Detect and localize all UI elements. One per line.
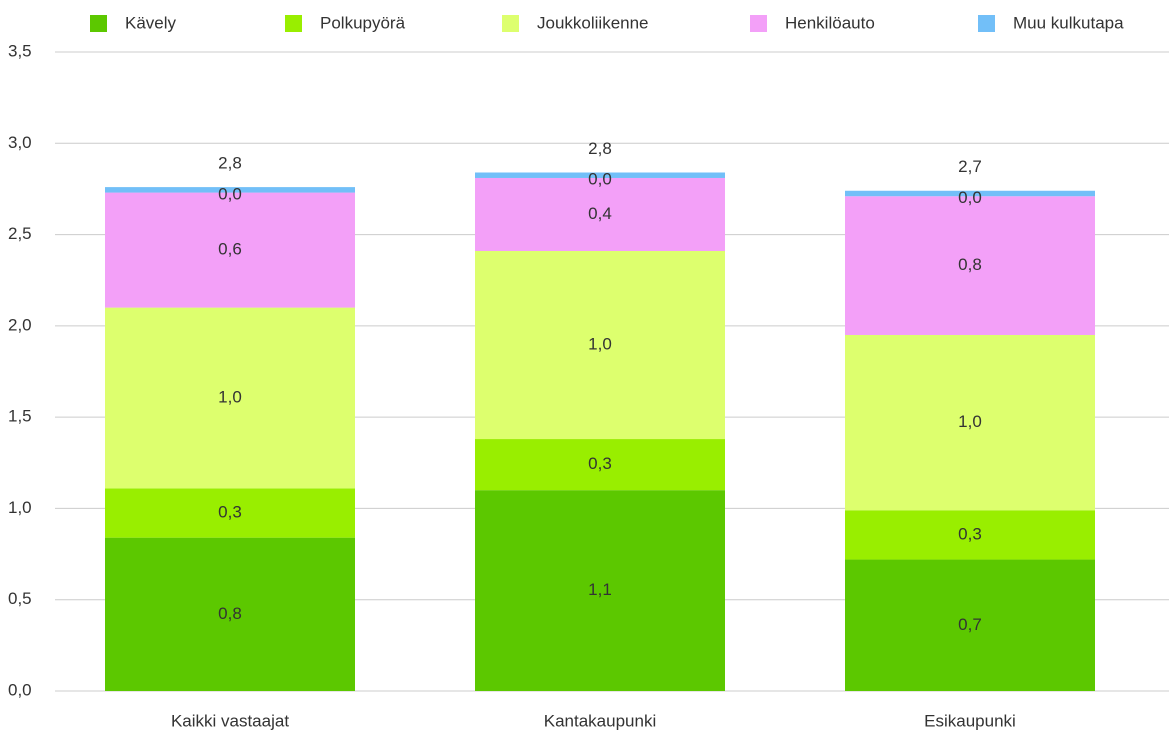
y-tick-label: 1,0 [8,498,32,517]
value-label: 0,3 [958,524,982,543]
value-label: 0,7 [958,615,982,634]
bar-segment [475,172,725,178]
bar-segment [475,251,725,440]
bar-segment [845,190,1095,197]
value-label: 0,3 [218,502,242,521]
value-label: 0,0 [218,184,242,203]
legend-label: Polkupyörä [320,13,406,32]
x-tick-label: Kantakaupunki [544,711,656,730]
value-label: 0,0 [958,188,982,207]
bar-segment [845,196,1095,335]
legend-label: Kävely [125,13,177,32]
bar-segment [475,490,725,691]
value-label: 1,1 [588,580,612,599]
bar-segment [105,307,355,489]
x-tick-label: Esikaupunki [924,711,1016,730]
legend-label: Henkilöauto [785,13,875,32]
total-label: 2,7 [958,157,982,176]
value-label: 1,0 [958,412,982,431]
y-tick-label: 1,5 [8,407,32,426]
legend-swatch [502,15,519,32]
value-label: 1,0 [218,387,242,406]
value-label: 0,8 [218,604,242,623]
value-label: 0,6 [218,240,242,259]
y-tick-label: 3,5 [8,41,32,60]
legend-label: Muu kulkutapa [1013,13,1124,32]
total-label: 2,8 [588,139,612,158]
legend-swatch [285,15,302,32]
bar-segment [105,537,355,691]
y-tick-label: 2,0 [8,315,32,334]
bar-segment [105,488,355,538]
x-tick-label: Kaikki vastaajat [171,711,289,730]
y-tick-label: 0,5 [8,589,32,608]
y-tick-label: 2,5 [8,224,32,243]
legend-swatch [90,15,107,32]
legend-swatch [978,15,995,32]
bar-segment [105,192,355,308]
value-label: 0,4 [588,204,612,223]
value-label: 0,0 [588,170,612,189]
value-label: 1,0 [588,335,612,354]
value-label: 0,3 [588,454,612,473]
legend-swatch [750,15,767,32]
y-tick-label: 3,0 [8,133,32,152]
total-label: 2,8 [218,154,242,173]
bar-segment [475,177,725,252]
legend-label: Joukkoliikenne [537,13,649,32]
bar-segment [845,559,1095,691]
bar-segment [105,187,355,193]
value-label: 0,8 [958,255,982,274]
y-tick-label: 0,0 [8,680,32,699]
bar-segment [475,439,725,491]
bar-segment [845,334,1095,511]
bar-segment [845,510,1095,560]
